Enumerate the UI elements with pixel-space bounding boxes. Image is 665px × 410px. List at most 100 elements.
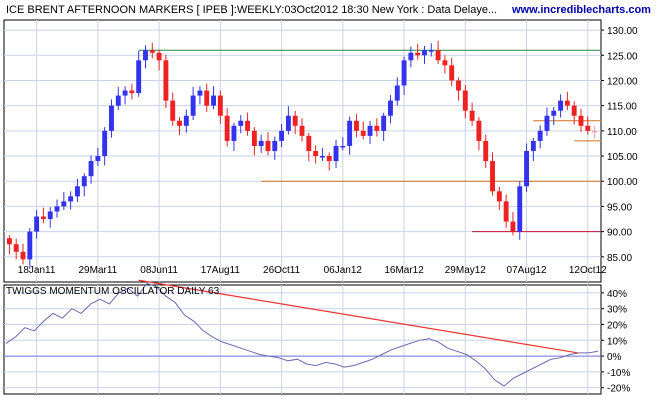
candle-body bbox=[476, 120, 482, 141]
price-x-tick-label: 26Oct11 bbox=[263, 265, 300, 276]
price-y-tick-label: 105.00 bbox=[607, 152, 638, 163]
chart-title: ICE BRENT AFTERNOON MARKERS [ IPEB ]:WEE… bbox=[6, 4, 497, 16]
candle-body bbox=[149, 50, 155, 53]
candle-body bbox=[129, 90, 135, 94]
candle-body bbox=[211, 95, 216, 106]
candle-body bbox=[367, 125, 373, 136]
candle-body bbox=[40, 216, 46, 220]
price-x-tick-label: 06Jan12 bbox=[324, 265, 363, 276]
candle-body bbox=[340, 145, 346, 148]
price-y-tick-label: 100.00 bbox=[607, 177, 638, 188]
candle-body bbox=[136, 60, 142, 94]
candle-body bbox=[272, 140, 278, 151]
candle-body bbox=[394, 85, 400, 101]
candle-body bbox=[47, 211, 53, 220]
candle-body bbox=[251, 130, 257, 146]
candle-body bbox=[347, 120, 353, 146]
candle-body bbox=[285, 115, 291, 131]
candle-body bbox=[224, 115, 230, 141]
candle-body bbox=[333, 145, 339, 162]
price-x-tick-label: 12Oct12 bbox=[569, 265, 607, 276]
candle-body bbox=[95, 156, 101, 162]
candle-body bbox=[353, 120, 359, 131]
candle-body bbox=[319, 156, 325, 158]
candle-body bbox=[571, 105, 577, 116]
candle-body bbox=[388, 100, 393, 116]
candle-body bbox=[428, 50, 434, 52]
price-y-tick-label: 85.00 bbox=[607, 253, 632, 264]
candle-body bbox=[231, 125, 237, 141]
candle-body bbox=[592, 130, 598, 133]
candle-body bbox=[456, 80, 461, 91]
candle-body bbox=[483, 140, 489, 162]
candle-body bbox=[163, 60, 169, 101]
brand-link[interactable]: www.incrediblecharts.com bbox=[511, 4, 651, 16]
candle-body bbox=[490, 161, 495, 192]
candle-body bbox=[510, 221, 516, 232]
candle-body bbox=[177, 120, 182, 126]
candle-body bbox=[442, 60, 448, 66]
candle-body bbox=[122, 90, 128, 96]
candle-body bbox=[530, 140, 536, 151]
oscillator-y-tick-label: 10% bbox=[607, 336, 627, 347]
candle-body bbox=[313, 151, 319, 157]
candle-body bbox=[109, 105, 114, 131]
candle-body bbox=[156, 52, 162, 61]
price-y-tick-label: 130.00 bbox=[607, 26, 638, 37]
price-y-tick-label: 120.00 bbox=[607, 76, 638, 87]
oscillator-y-tick-label: -10% bbox=[607, 368, 630, 379]
price-y-axis: 85.00 90.00 95.00 100.00 105.00 110.00 115.00 1… bbox=[601, 26, 638, 264]
candle-body bbox=[558, 100, 564, 111]
candle-body bbox=[374, 125, 380, 131]
price-y-tick-label: 110.00 bbox=[607, 127, 637, 138]
candle-body bbox=[381, 115, 387, 131]
candle-body bbox=[245, 120, 251, 131]
candle-body bbox=[81, 176, 87, 187]
price-x-tick-label: 08Jun11 bbox=[140, 265, 178, 276]
candle-body bbox=[34, 216, 40, 232]
candle-body bbox=[415, 52, 421, 56]
candle-body bbox=[544, 115, 550, 131]
candle-body bbox=[422, 50, 427, 56]
candle-body bbox=[503, 201, 509, 222]
candle-body bbox=[469, 110, 475, 121]
price-y-tick-label: 115.00 bbox=[607, 102, 637, 113]
candle-body bbox=[360, 130, 366, 136]
candle-body bbox=[306, 135, 312, 151]
oscillator-panel bbox=[3, 284, 602, 395]
candle-body bbox=[279, 130, 285, 141]
candle-body bbox=[537, 130, 543, 141]
oscillator-title: TWIGGS MOMENTUM OSCILLATOR DAILY 63 bbox=[6, 286, 220, 297]
candle-body bbox=[585, 125, 591, 131]
candle-body bbox=[54, 206, 60, 212]
oscillator-y-tick-label: 20% bbox=[607, 320, 627, 331]
oscillator-y-tick-label: -20% bbox=[607, 384, 630, 395]
candle-body bbox=[401, 60, 407, 86]
oscillator-y-tick-label: 0% bbox=[607, 352, 622, 363]
candle-body bbox=[102, 130, 108, 157]
price-x-tick-label: 29Mar11 bbox=[78, 265, 117, 276]
price-horizontal-lines bbox=[138, 49, 602, 233]
candle-body bbox=[435, 50, 441, 61]
candle-body bbox=[326, 156, 332, 162]
candle-body bbox=[74, 186, 80, 197]
oscillator-y-tick-label: 40% bbox=[607, 289, 627, 300]
price-x-tick-label: 16Mar12 bbox=[384, 265, 424, 276]
candle-body bbox=[258, 140, 264, 146]
price-x-axis: 18Jan11 29Mar11 08Jun11 17Aug11 26Oct11 06Jan… bbox=[18, 265, 607, 276]
candlestick-series bbox=[6, 40, 598, 269]
price-x-tick-label: 29May12 bbox=[445, 265, 487, 276]
candle-body bbox=[292, 115, 298, 126]
candle-body bbox=[27, 231, 33, 260]
candle-body bbox=[190, 95, 196, 116]
candle-body bbox=[170, 100, 176, 121]
price-panel bbox=[3, 19, 602, 283]
candle-body bbox=[68, 196, 74, 202]
candle-body bbox=[115, 95, 121, 106]
candle-body bbox=[462, 90, 468, 111]
oscillator-y-axis: -20% -10% 0% 10% 20% 30% 40% bbox=[601, 289, 630, 395]
candle-body bbox=[143, 50, 148, 61]
candle-body bbox=[524, 151, 530, 187]
